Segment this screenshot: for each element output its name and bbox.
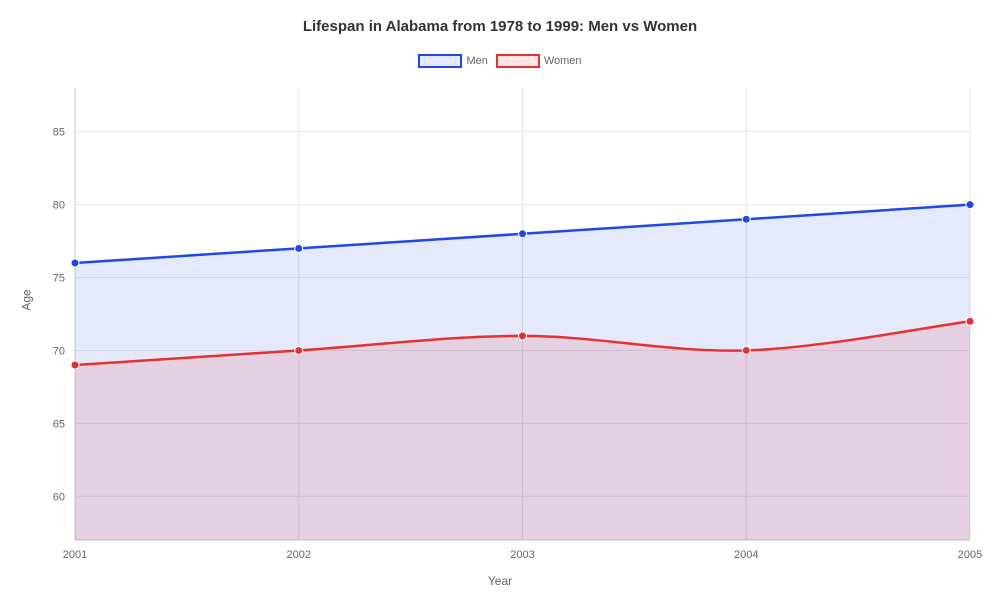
y-axis-label: Age <box>20 289 34 310</box>
x-tick-label: 2005 <box>958 549 982 561</box>
series-marker-women <box>742 346 750 354</box>
y-tick-label: 80 <box>53 200 65 212</box>
x-tick-label: 2002 <box>287 549 311 561</box>
series-marker-men <box>519 230 527 238</box>
x-tick-label: 2003 <box>510 549 534 561</box>
series-marker-men <box>966 201 974 209</box>
series-marker-women <box>519 332 527 340</box>
series-marker-men <box>742 215 750 223</box>
y-tick-label: 70 <box>53 345 65 357</box>
chart-container: Lifespan in Alabama from 1978 to 1999: M… <box>0 0 1000 600</box>
series-marker-women <box>71 361 79 369</box>
y-tick-label: 65 <box>53 418 65 430</box>
y-tick-label: 60 <box>53 491 65 503</box>
y-tick-label: 85 <box>53 127 65 139</box>
x-tick-label: 2001 <box>63 549 87 561</box>
series-marker-women <box>966 317 974 325</box>
x-tick-label: 2004 <box>734 549 758 561</box>
y-tick-label: 75 <box>53 273 65 285</box>
plot-svg: 60 65 70 75 80 85 2001 2002 2003 2004 2005 <box>0 0 1000 600</box>
series-marker-women <box>295 346 303 354</box>
x-axis-label: Year <box>0 574 1000 588</box>
series-marker-men <box>71 259 79 267</box>
series-marker-men <box>295 244 303 252</box>
